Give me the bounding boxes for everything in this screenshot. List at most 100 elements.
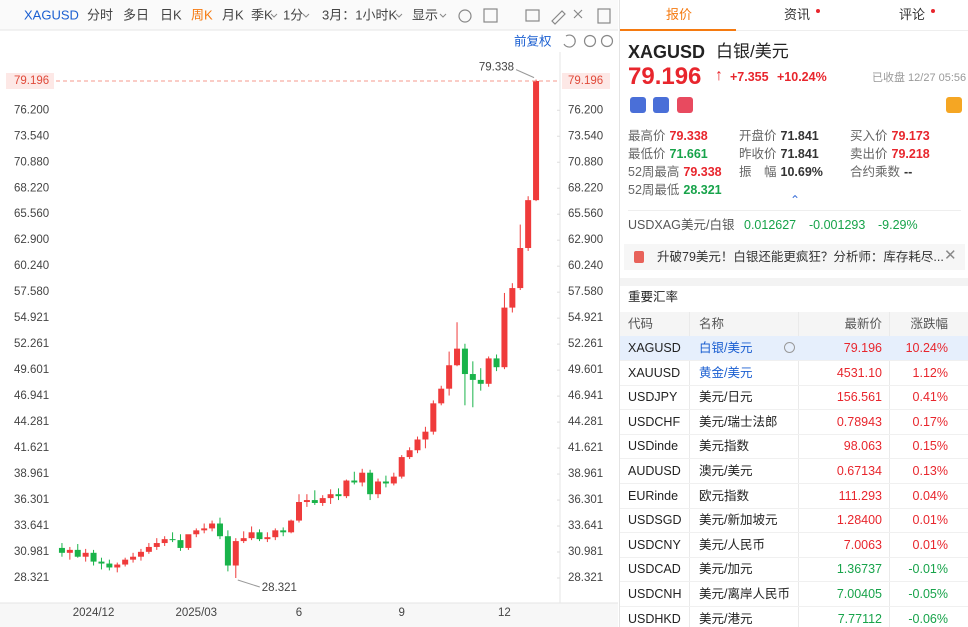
- y-tick-label: 65.560: [14, 208, 49, 220]
- rate-name[interactable]: 美元/港元: [699, 611, 753, 626]
- rate-code[interactable]: AUDUSD: [628, 464, 681, 478]
- rate-pct: 0.13%: [912, 464, 948, 478]
- rate-code[interactable]: XAUUSD: [628, 365, 681, 380]
- candle-body: [390, 476, 397, 484]
- candle-body: [327, 494, 334, 499]
- rate-code[interactable]: USDCAD: [628, 562, 681, 577]
- candle-body: [335, 494, 342, 497]
- candle-body: [209, 523, 216, 529]
- y2-tick-label: 28.321: [568, 572, 603, 584]
- y2-tick-label: 57.580: [568, 286, 603, 298]
- stat-label: 昨收价: [739, 147, 777, 161]
- candle-body: [114, 564, 121, 568]
- adjust-button[interactable]: 前复权: [514, 33, 552, 48]
- y2-tick-label: 44.281: [568, 416, 603, 428]
- rate-code[interactable]: USDJPY: [628, 390, 678, 405]
- rate-code[interactable]: USDCNH: [628, 587, 682, 601]
- display-select[interactable]: 显示: [412, 7, 438, 22]
- tab[interactable]: 报价: [666, 7, 693, 22]
- y-tick-label: 41.621: [14, 442, 49, 454]
- rate-price: 156.561: [836, 390, 882, 405]
- rate-name[interactable]: 美元/离岸人民币: [699, 587, 790, 601]
- symbol-tab[interactable]: XAGUSD: [24, 7, 79, 22]
- quote-price: 79.196: [628, 63, 702, 90]
- y-tick-label: 60.240: [14, 260, 49, 272]
- candle-body: [319, 498, 326, 503]
- rate-name[interactable]: 美元指数: [699, 439, 750, 454]
- stat-value: 79.338: [683, 165, 722, 179]
- rate-name[interactable]: 美元/瑞士法郎: [699, 414, 778, 429]
- rate-name[interactable]: 白银/美元: [699, 341, 753, 355]
- candle-body: [359, 472, 366, 483]
- period-tab[interactable]: 分时: [87, 7, 113, 22]
- candle-body: [469, 374, 476, 380]
- period-tab[interactable]: 季K: [251, 7, 273, 22]
- rate-price: 79.196: [843, 341, 882, 355]
- candle-body: [201, 528, 208, 531]
- range-select[interactable]: 3月：1小时K: [322, 7, 397, 22]
- column-header: 涨跌幅: [910, 317, 948, 331]
- min-label: 28.321: [262, 582, 297, 594]
- candle-body: [224, 536, 231, 566]
- period-tab[interactable]: 月K: [222, 7, 244, 22]
- period-tab[interactable]: 日K: [160, 7, 182, 22]
- period-tab[interactable]: 周K: [191, 7, 213, 22]
- row-border: [620, 507, 968, 509]
- news-headline[interactable]: 升破79美元！白银还能更疯狂？分析师：库存耗尽...: [657, 250, 944, 264]
- market-status: 已收盘 12/27 05:56: [872, 72, 967, 84]
- tab[interactable]: 评论: [899, 7, 926, 22]
- notify-dot: [931, 9, 935, 13]
- stat: 最低价 71.661: [628, 146, 708, 162]
- watch-icon: [784, 342, 795, 353]
- y2-tick-label: 30.981: [568, 546, 603, 558]
- column-header: 名称: [699, 317, 725, 331]
- quote-change-pct: +10.24%: [777, 70, 827, 84]
- rate-name[interactable]: 黄金/美元: [699, 365, 753, 380]
- stat-label: 最高价: [628, 129, 666, 143]
- candle-body: [98, 561, 105, 564]
- stat-value: 79.218: [891, 147, 930, 161]
- candle-body: [240, 538, 247, 542]
- candle-body: [130, 556, 137, 560]
- rate-name[interactable]: 美元/人民币: [699, 537, 765, 552]
- interval-select[interactable]: 1分: [283, 7, 303, 22]
- candle-body: [406, 450, 413, 458]
- candle-body: [367, 472, 374, 495]
- stat-value: --: [904, 165, 913, 179]
- tab[interactable]: 资讯: [784, 7, 811, 22]
- period-tab[interactable]: 多日: [123, 7, 149, 22]
- stat-label: 最低价: [628, 147, 666, 161]
- rate-code[interactable]: USDinde: [628, 439, 679, 454]
- stat: 昨收价 71.841: [739, 146, 819, 162]
- x-tick-label: 9: [399, 607, 405, 619]
- y-tick-label: 28.321: [14, 572, 49, 584]
- rate-name[interactable]: 美元/日元: [699, 390, 753, 405]
- x-tick-label: 2024/12: [73, 607, 115, 619]
- stat: 合约乘数 --: [850, 164, 912, 180]
- rate-code[interactable]: USDCNY: [628, 537, 681, 552]
- rate-pct: 0.01%: [912, 537, 948, 552]
- candle-body: [295, 502, 303, 521]
- row-border: [620, 409, 968, 411]
- row-border: [620, 556, 968, 558]
- candle-body: [256, 532, 263, 540]
- rate-name[interactable]: 美元/加元: [699, 562, 753, 577]
- rate-code[interactable]: EURinde: [628, 488, 679, 503]
- y2-tick-label: 46.941: [568, 390, 603, 402]
- rate-name[interactable]: 澳元/美元: [699, 464, 753, 478]
- y2-tick-label: 41.621: [568, 442, 603, 454]
- candle-body: [280, 530, 287, 533]
- rate-name[interactable]: 欧元指数: [699, 488, 750, 503]
- rate-code[interactable]: USDSGD: [628, 513, 682, 528]
- rate-name[interactable]: 美元/新加坡元: [699, 513, 778, 528]
- column-header: 代码: [628, 317, 654, 331]
- news-close[interactable]: ✕: [944, 247, 957, 264]
- rate-code[interactable]: XAGUSD: [628, 341, 681, 355]
- rate-code[interactable]: USDHKD: [628, 611, 681, 626]
- stat: 开盘价 71.841: [739, 128, 819, 144]
- rate-code[interactable]: USDCHF: [628, 414, 681, 429]
- x-tick-label: 6: [296, 607, 302, 619]
- candle-body: [517, 248, 524, 289]
- stat-value: 10.69%: [780, 165, 823, 179]
- candle-body: [430, 403, 437, 432]
